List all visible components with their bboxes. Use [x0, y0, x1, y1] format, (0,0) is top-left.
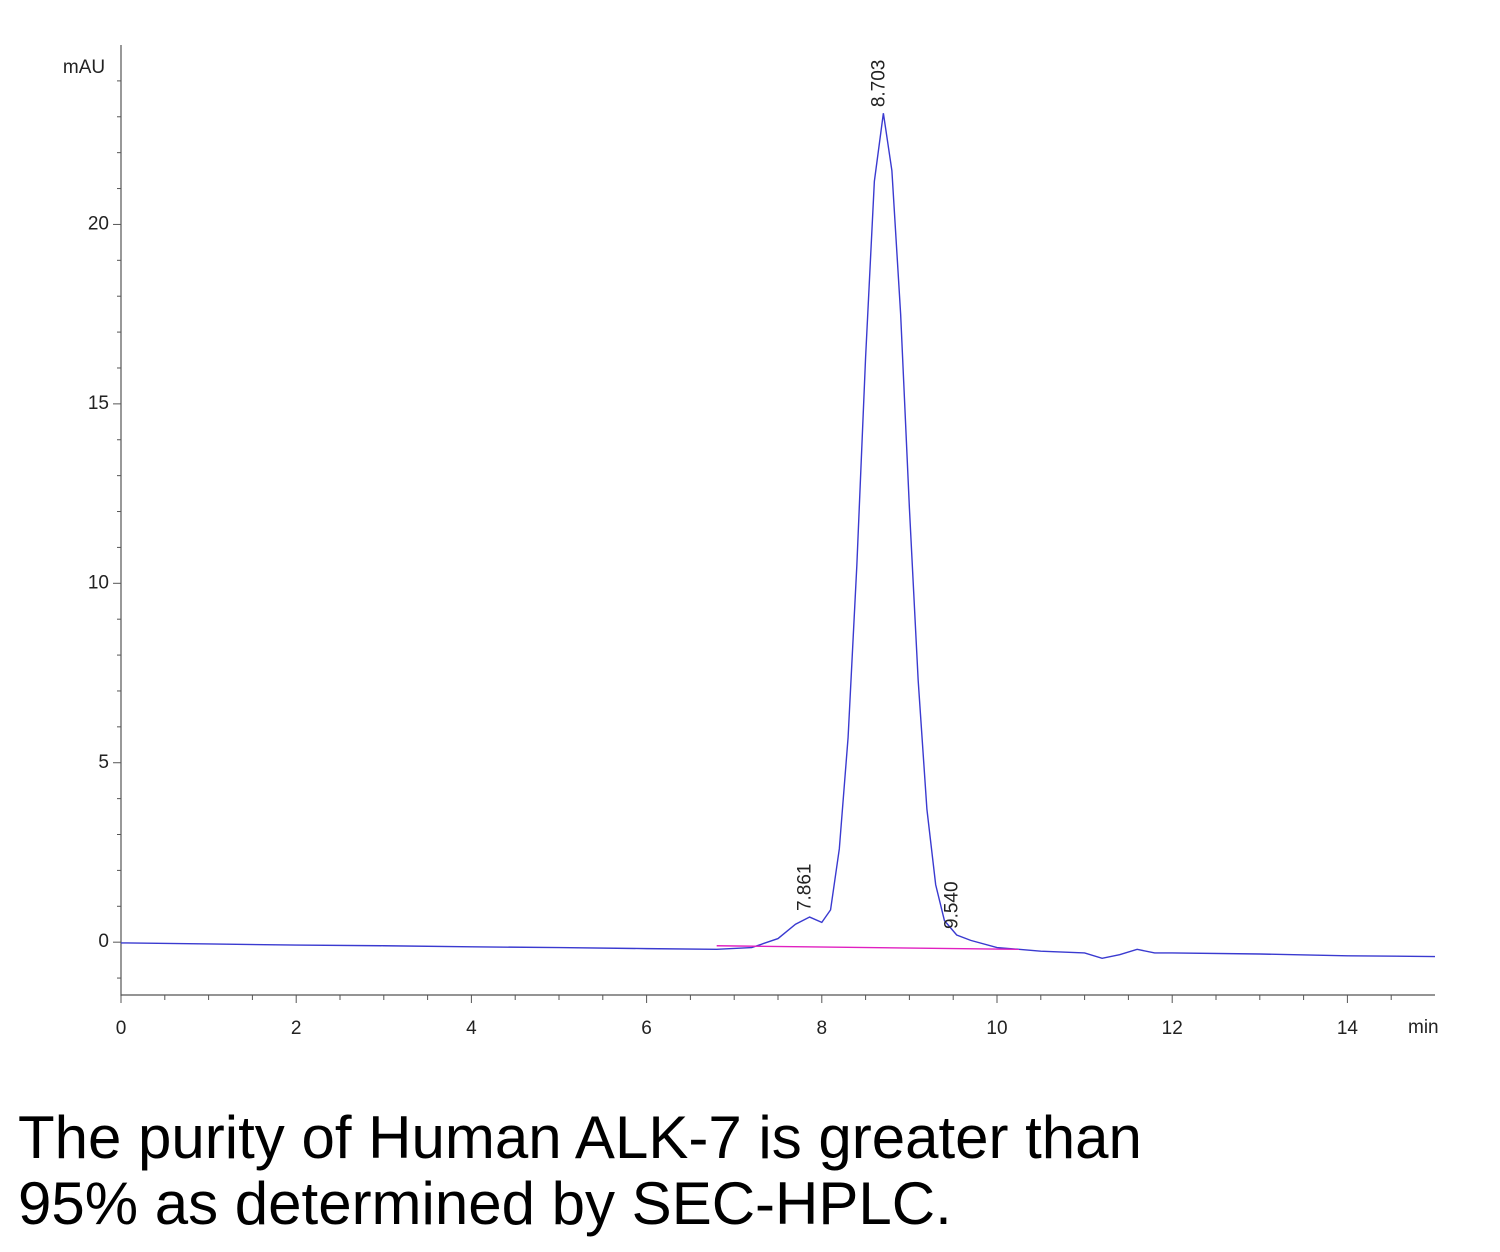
y-tick-label: 20 — [88, 213, 109, 234]
y-tick-label: 10 — [88, 572, 109, 593]
x-tick-label: 12 — [1162, 1018, 1183, 1039]
peak-label: 7.861 — [795, 864, 816, 912]
chart: mAU min 0 5 10 15 20 0 2 4 6 8 10 12 14 7.861 8.703 9.5… — [63, 45, 1439, 1039]
x-tick-label: 8 — [817, 1018, 828, 1039]
series-line — [120, 113, 1436, 960]
y-tick-label: 15 — [88, 393, 109, 414]
x-tick-label: 6 — [641, 1018, 652, 1039]
peak-label: 9.540 — [942, 881, 963, 929]
x-tick-label: 4 — [466, 1018, 477, 1039]
series-line — [716, 945, 1019, 951]
y-axis-label: mAU — [63, 57, 105, 78]
x-tick-label: 2 — [291, 1018, 302, 1039]
y-tick-label: 5 — [98, 752, 109, 773]
x-axis-label: min — [1408, 1017, 1439, 1038]
x-tick-label: 0 — [116, 1018, 127, 1039]
x-tick-label: 14 — [1337, 1018, 1359, 1039]
y-tick-label: 0 — [98, 931, 109, 952]
x-tick-label: 10 — [986, 1018, 1007, 1039]
peak-label: 8.703 — [868, 60, 889, 108]
caption: The purity of Human ALK-7 is greater tha… — [18, 1104, 1142, 1237]
